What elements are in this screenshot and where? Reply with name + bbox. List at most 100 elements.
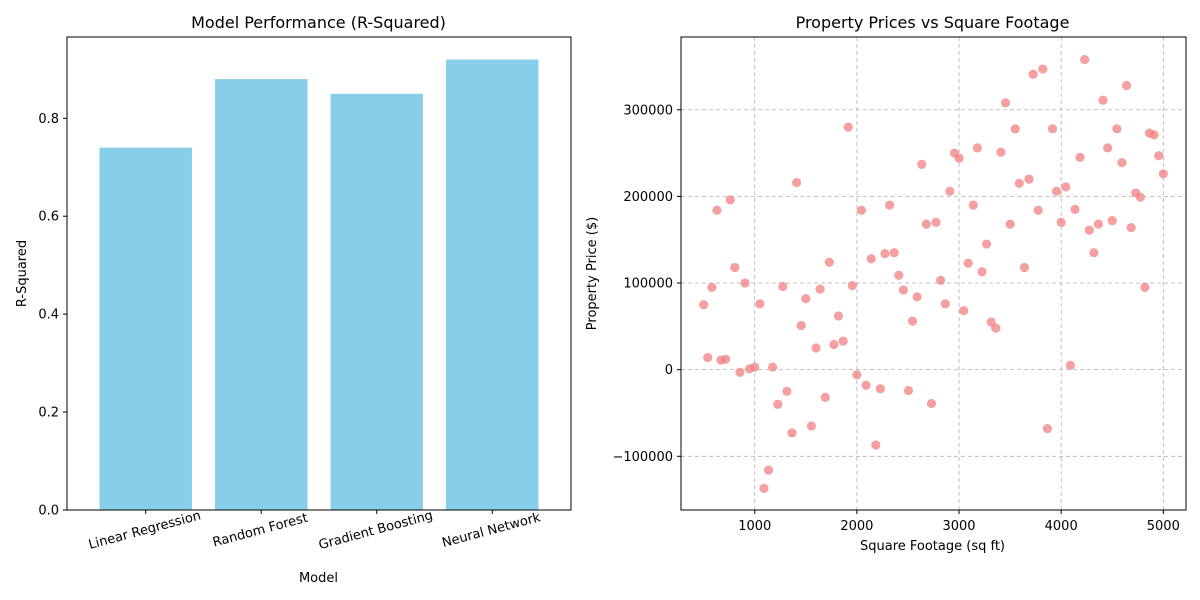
scatter-point-83 [1084,225,1094,235]
scatter-point-28 [829,339,839,350]
scatter-point-37 [871,440,881,450]
scatter-point-57 [963,258,973,268]
scatter-point-26 [820,392,830,402]
bar-0 [99,147,192,510]
scatter-point-41 [889,248,899,258]
scatter-point-29 [833,311,844,321]
scatter-chart-frame [680,36,1187,511]
bar-y-tick-label-4: 0.8 [38,112,59,127]
scatter-point-85 [1093,219,1104,229]
scatter-point-17 [778,281,788,292]
scatter-point-36 [866,254,876,264]
scatter-point-61 [982,239,992,249]
scatter-point-56 [959,306,969,316]
scatter-point-43 [898,285,908,295]
scatter-point-98 [1154,151,1164,161]
scatter-point-21 [796,320,806,331]
scatter-point-82 [1080,54,1090,65]
scatter-point-97 [1149,130,1159,140]
scatter-point-74 [1042,423,1052,434]
bar-chart-title: Model Performance (R-Squared) [191,13,446,32]
scatter-point-70 [1024,174,1034,184]
scatter-point-51 [936,275,946,286]
scatter-x-tick-label-1: 2000 [840,519,873,534]
scatter-point-45 [907,316,918,326]
scatter-point-91 [1121,80,1132,91]
bar-y-tick-label-2: 0.4 [38,308,59,323]
bar-3 [446,59,539,511]
scatter-point-79 [1065,360,1075,370]
scatter-x-tick-label-4: 5000 [1147,519,1180,534]
scatter-point-47 [917,159,927,169]
scatter-point-40 [884,200,895,210]
scatter-y-tick-label-2: 100000 [623,277,673,292]
scatter-point-32 [847,281,857,291]
scatter-point-38 [875,384,885,394]
bar-2 [330,93,423,511]
scatter-point-86 [1098,95,1108,105]
scatter-point-14 [763,465,774,475]
bar-x-tick-label-0: Linear Regression [87,508,203,552]
scatter-point-12 [755,299,765,309]
scatter-y-tick-label-1: 0 [665,363,673,378]
scatter-point-8 [735,367,745,377]
scatter-point-75 [1047,124,1058,134]
scatter-point-9 [740,278,750,288]
scatter-point-76 [1051,186,1062,196]
scatter-point-55 [954,153,964,163]
scatter-point-63 [991,323,1001,333]
scatter-point-23 [806,421,817,431]
scatter-point-66 [1005,219,1015,229]
scatter-point-5 [721,354,731,364]
scatter-point-73 [1038,64,1048,74]
scatter-point-15 [768,362,778,372]
scatter-point-25 [815,284,825,294]
scatter-point-49 [926,398,937,409]
scatter-point-87 [1103,143,1113,153]
scatter-point-80 [1070,204,1080,214]
scatter-chart-ylabel: Property Price ($) [585,217,600,330]
scatter-chart-plot-area: 1000 2000 3000 4000 5000 −100000 0 100000 200000… [612,37,1186,534]
bar-chart-xlabel: Model [299,571,338,586]
bar-chart-frame [66,36,572,511]
scatter-point-59 [972,143,983,153]
bar-y-tick-label-3: 0.6 [38,210,59,225]
scatter-point-99 [1158,169,1168,179]
scatter-point-88 [1107,216,1117,226]
bar-chart-ylabel: R-Squared [15,240,30,307]
bar-x-tick-label-3: Neural Network [440,510,542,551]
bar-1 [215,79,308,510]
scatter-point-52 [940,299,950,309]
scatter-point-3 [712,205,722,215]
scatter-point-44 [903,385,914,396]
scatter-chart-title: Property Prices vs Square Footage [796,13,1070,32]
scatter-point-7 [730,262,740,273]
scatter-x-tick-label-2: 3000 [942,519,975,534]
scatter-point-64 [996,147,1006,157]
bar-x-tick-label-2: Gradient Boosting [317,508,434,553]
scatter-point-58 [968,200,978,210]
bar-chart: Model Performance (R-Squared) Linear Reg… [15,13,572,586]
scatter-point-92 [1126,222,1136,233]
scatter-point-78 [1061,182,1071,192]
scatter-point-31 [843,122,853,132]
scatter-point-20 [792,177,802,188]
scatter-point-1 [703,352,713,363]
scatter-point-13 [759,483,769,493]
scatter-point-53 [945,186,955,196]
scatter-point-81 [1075,152,1085,163]
scatter-point-72 [1033,205,1043,215]
scatter-point-48 [921,219,931,229]
scatter-point-95 [1140,282,1150,292]
scatter-point-46 [912,292,922,302]
scatter-x-tick-label-0: 1000 [738,519,771,534]
scatter-point-22 [801,294,811,304]
scatter-point-18 [782,386,792,396]
scatter-point-69 [1019,262,1030,273]
scatter-point-24 [811,343,821,353]
scatter-point-67 [1010,124,1020,134]
scatter-point-39 [880,248,890,259]
scatter-point-60 [977,267,987,277]
scatter-point-27 [824,257,834,267]
